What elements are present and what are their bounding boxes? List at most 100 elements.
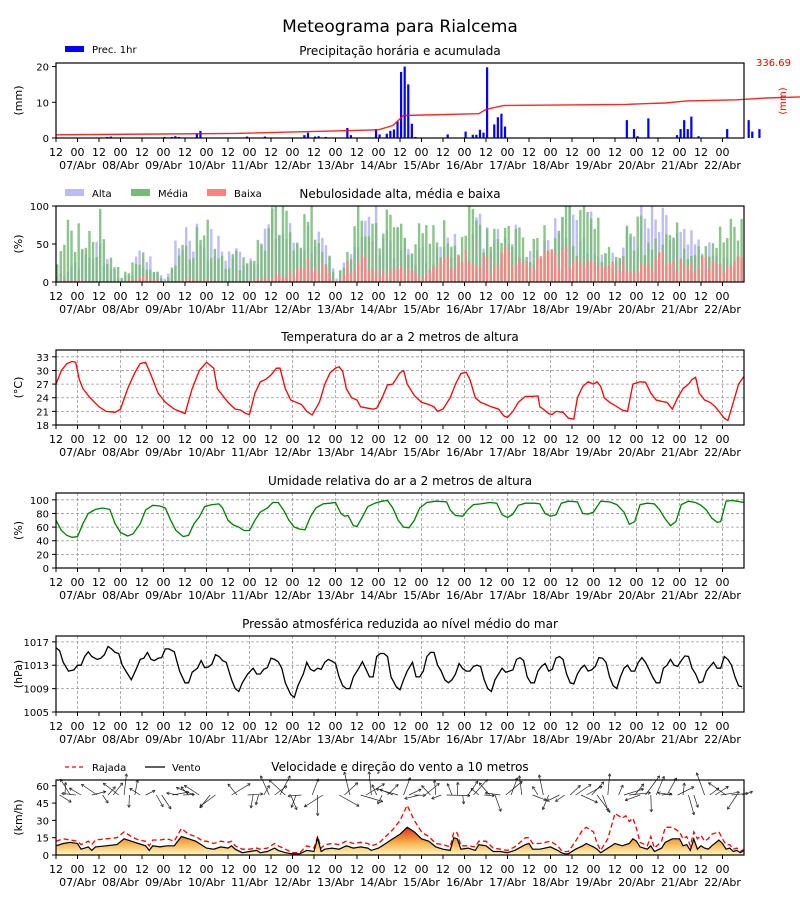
cloud-bar-media	[417, 223, 421, 282]
x-tick-label-hour: 00	[673, 146, 687, 159]
wind-arrow-head	[287, 775, 291, 779]
wind-arrow-head	[375, 787, 379, 792]
x-tick-label-hour: 00	[243, 146, 257, 159]
cloud-bar-baixa	[245, 280, 249, 282]
x-tick-label-hour: 12	[479, 146, 493, 159]
y-tick-label: 21	[36, 407, 49, 418]
cloud-bar-baixa	[647, 262, 650, 282]
x-tick-label-hour: 12	[393, 290, 407, 303]
x-tick-label-hour: 00	[415, 433, 429, 446]
cloud-bar-media	[81, 249, 84, 282]
y-tick-label: 1005	[24, 708, 49, 719]
cloud-bar-baixa	[582, 266, 586, 282]
wind-arrow-head	[657, 791, 661, 795]
cloud-bar-baixa	[518, 258, 521, 282]
x-tick-label-hour: 00	[157, 433, 171, 446]
cloud-bar-media	[632, 250, 636, 282]
cloud-bar-media	[217, 258, 220, 282]
precip-bar	[385, 133, 388, 138]
cloud-bar-baixa	[486, 257, 489, 282]
cloud-bar-baixa	[496, 265, 500, 282]
cloud-bar-media	[693, 255, 697, 282]
wind-arrow-head	[607, 773, 612, 777]
x-tick-label-hour: 12	[92, 146, 106, 159]
precip-bar	[245, 136, 249, 138]
cloud-bar-baixa	[346, 261, 349, 282]
wind-arrow-head	[63, 782, 68, 786]
cloud-bar-baixa	[564, 245, 568, 282]
wind-direction-arrow	[338, 794, 360, 807]
x-tick-label-hour: 12	[479, 290, 493, 303]
humidity-line	[55, 499, 745, 538]
cloud-bar-media	[708, 256, 711, 282]
y-tick-label: 18	[36, 421, 49, 432]
y-tick-label: 27	[36, 380, 49, 391]
y-tick-label: 0	[43, 851, 49, 862]
subplot-clouds: 0 50 100 (%) Nebulosidade alta, média e baix…	[12, 187, 745, 316]
x-tick-label-date: 19/Abr	[575, 733, 612, 746]
cloud-bar-media	[579, 209, 582, 282]
cloud-bar-baixa	[701, 256, 704, 282]
x-tick-label-date: 16/Abr	[446, 733, 483, 746]
x-tick-label-hour: 12	[651, 720, 665, 733]
subplot-humidity: 0 20 40 60 80 100 (%) Umidade relativa do ar a …	[12, 474, 745, 602]
x-tick-label-hour: 00	[372, 433, 386, 446]
x-tick-label-date: 13/Abr	[317, 159, 354, 172]
cloud-bar-media	[238, 269, 242, 282]
wind-arrow-head	[422, 793, 426, 798]
x-tick-label-hour: 12	[92, 290, 106, 303]
cloud-bar-baixa	[138, 277, 141, 282]
x-tick-label-date: 11/Abr	[231, 876, 268, 889]
legend-swatch	[207, 189, 226, 196]
x-tick-label-hour: 00	[71, 290, 85, 303]
wind-arrow-head	[725, 786, 729, 790]
wind-arrow-head	[176, 786, 180, 791]
wind-arrow-head	[249, 805, 253, 809]
wind-direction-arrow	[467, 780, 479, 796]
cloud-bar-alta	[679, 231, 682, 282]
x-tick-label-hour: 00	[587, 290, 601, 303]
y-tick-label: 60	[36, 782, 49, 793]
cloud-bar-media	[382, 233, 385, 282]
x-tick-label-hour: 12	[221, 576, 235, 589]
cloud-bar-baixa	[629, 272, 632, 282]
cloud-bar-media	[285, 210, 288, 282]
cloud-bar-baixa	[658, 252, 661, 282]
cloud-bar-alta	[643, 218, 647, 282]
x-tick-label-hour: 00	[458, 576, 472, 589]
cloud-bar-media	[109, 257, 113, 282]
cloud-bar-baixa	[349, 272, 353, 282]
wind-arrow-head	[199, 803, 203, 807]
x-tick-label-hour: 00	[673, 290, 687, 303]
wind-arrow-head	[105, 800, 109, 804]
wind-direction-arrow	[61, 792, 76, 796]
cloud-bar-baixa	[314, 268, 317, 282]
wind-arrow-head	[356, 803, 360, 807]
x-tick-label-hour: 12	[522, 576, 536, 589]
cloud-bar-media	[174, 265, 177, 282]
x-tick-label-hour: 00	[587, 720, 601, 733]
wind-arrow-head	[227, 783, 231, 787]
wind-direction-arrow	[231, 783, 251, 796]
x-tick-label-hour: 00	[243, 433, 257, 446]
wind-arrow-head	[691, 811, 696, 816]
cloud-bar-baixa	[156, 280, 159, 282]
cloud-bar-baixa	[299, 267, 303, 282]
x-tick-label-hour: 12	[49, 863, 63, 876]
wind-direction-arrow	[129, 788, 141, 796]
x-tick-label-hour: 00	[716, 720, 730, 733]
cloud-bar-baixa	[403, 273, 406, 282]
wind-direction-arrow	[290, 794, 298, 810]
y-tick-label: 0	[43, 564, 49, 575]
x-tick-label-hour: 00	[200, 576, 214, 589]
x-tick-label-date: 13/Abr	[317, 876, 354, 889]
cloud-bar-media	[665, 234, 668, 282]
cloud-bar-media	[475, 220, 478, 282]
cloud-bar-baixa	[543, 251, 546, 282]
wind-arrow-head	[254, 801, 259, 806]
x-tick-label-hour: 12	[565, 146, 579, 159]
cloud-bar-media	[629, 233, 632, 282]
wind-direction-arrow	[128, 794, 130, 808]
cloud-bar-baixa	[432, 266, 435, 282]
cloud-bar-baixa	[306, 258, 310, 282]
